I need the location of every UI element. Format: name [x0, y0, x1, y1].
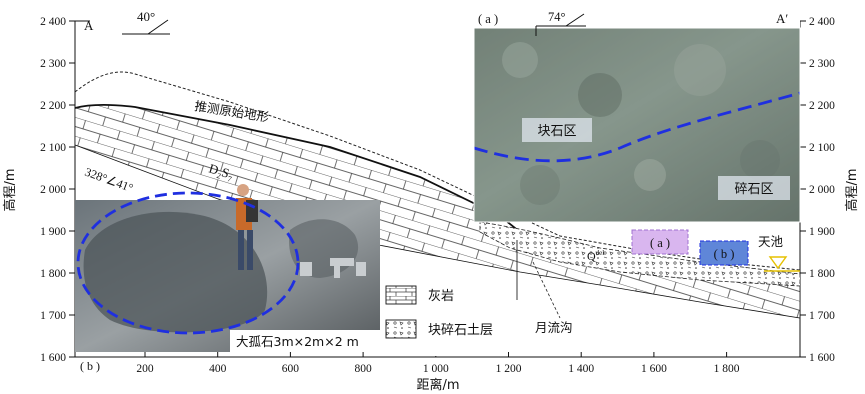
y-tick-label: 1 900: [809, 226, 835, 238]
y-tick-label: 1 700: [40, 310, 66, 322]
y-tick-label: 2 000: [809, 184, 835, 196]
y-tick-label: 1 900: [40, 226, 66, 238]
y-tick-label: 2 200: [40, 100, 66, 112]
x-tick-label: 800: [354, 363, 372, 375]
photo-a-tag: ( a ): [478, 12, 498, 26]
marker-a: ( a ): [631, 229, 689, 255]
x-tick-label: 1 600: [641, 363, 667, 375]
svg-text:( b ): ( b ): [714, 247, 735, 261]
photo-dip-symbol: [535, 13, 586, 36]
x-tick-label: 200: [136, 363, 154, 375]
y-tick-label: 2 300: [40, 58, 66, 70]
x-tick-label: 1 200: [496, 363, 522, 375]
y-tick-label: 2 400: [40, 16, 66, 28]
y-tick-label: 2 000: [40, 184, 66, 196]
y-tick-label: 2 100: [40, 142, 66, 154]
y-tick-label: 2 100: [809, 142, 835, 154]
x-axis-ticks: 200 400 600 800 1 000 1 200 1 400 1 600 1 800: [136, 352, 740, 375]
zone-boundary-dashed: [473, 91, 801, 163]
y-tick-label: 1 600: [809, 352, 835, 364]
photo-b-tag: ( b ): [80, 359, 100, 373]
y-tick-label: 2 300: [809, 58, 835, 70]
lake-label: 天池: [758, 234, 784, 249]
x-tick-label: 1 800: [714, 363, 740, 375]
lake-symbol: [768, 256, 788, 270]
y-tick-label: 1 600: [40, 352, 66, 364]
y-tick-label: 2 200: [809, 100, 835, 112]
gravel-zone-label: 碎石区: [734, 182, 773, 197]
x-tick-label: 1 000: [423, 363, 449, 375]
gully-leader-line: [532, 261, 561, 319]
x-tick-label: 600: [282, 363, 300, 375]
legend-limestone-label: 灰岩: [428, 289, 454, 304]
top-dip-symbol: [122, 19, 170, 35]
top-dip-angle: 40°: [137, 9, 155, 24]
boulder-caption: 大孤石3m×2m×2 m: [236, 334, 359, 349]
legend: 灰岩 块碎石土层: [383, 282, 493, 356]
original-terrain-dashed-line: [74, 71, 801, 271]
y-tick-label: 1 800: [40, 268, 66, 280]
y-axis-ticks-left: 2 400 2 300 2 200 2 100 2 000 1 900 1 800 1 700…: [40, 16, 75, 364]
deposit-label: Qdel: [587, 249, 604, 263]
attitude-label: 328°∠41°: [83, 165, 135, 195]
y-axis-label-right: 高程/m: [844, 168, 860, 211]
profile-end-label: A′: [776, 11, 788, 26]
block-zone-label: 块石区: [537, 124, 576, 139]
y-tick-label: 1 800: [809, 268, 835, 280]
x-axis-label: 距离/m: [416, 377, 459, 393]
y-tick-label: 1 700: [809, 310, 835, 322]
x-tick-label: 400: [209, 363, 227, 375]
y-axis-label-left: 高程/m: [2, 168, 18, 211]
photo-a: 块石区 碎石区: [473, 27, 801, 223]
svg-text:( a ): ( a ): [650, 236, 670, 250]
photo-b: 大孤石3m×2m×2 m: [75, 184, 380, 352]
y-axis-ticks-right: 2 400 2 300 2 200 2 100 2 000 1 900 1 800 1 700…: [800, 16, 835, 364]
y-tick-label: 2 400: [809, 16, 835, 28]
legend-rubble-swatch: [385, 319, 417, 339]
legend-rubble-label: 块碎石土层: [428, 323, 493, 338]
legend-limestone-swatch: [385, 285, 417, 305]
photo-dip-angle: 74°: [548, 10, 566, 24]
boulder-highlight: [76, 191, 300, 335]
marker-b: ( b ): [699, 240, 749, 266]
x-tick-label: 1 400: [568, 363, 594, 375]
gully-label: 月流沟: [535, 320, 573, 335]
formation-label: D2S7: [207, 161, 236, 184]
profile-start-label: A: [84, 18, 94, 33]
